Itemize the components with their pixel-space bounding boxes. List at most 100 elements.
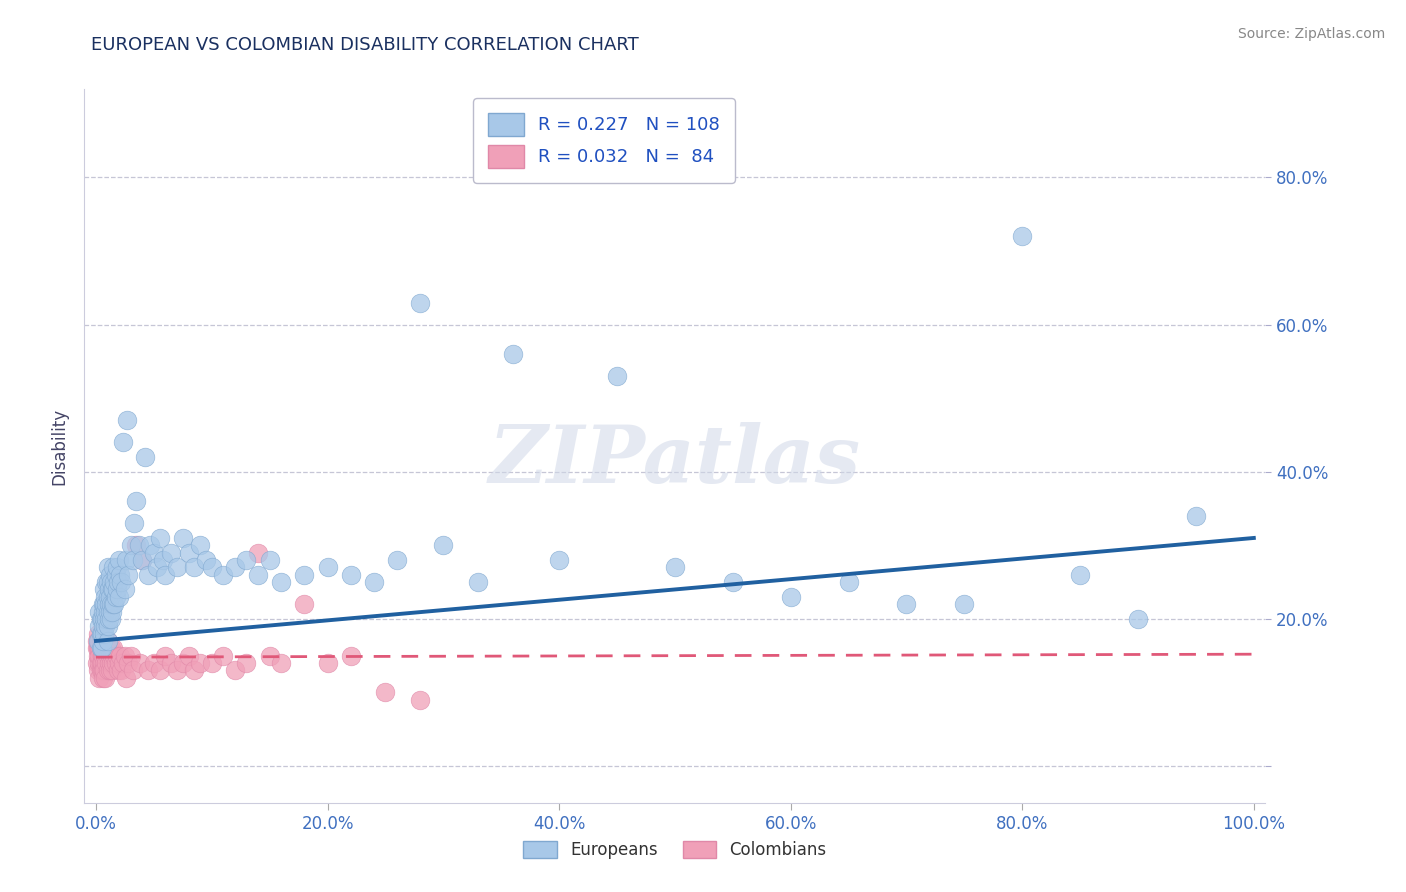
Point (259, 648, 281, 663)
Point (172, 531, 194, 545)
Point (89, 605, 111, 619)
Point (259, 553, 281, 567)
Point (94, 619, 117, 633)
Point (93, 626, 115, 640)
Point (606, 369, 628, 384)
Point (502, 347, 524, 361)
Point (1126, 612, 1149, 626)
Point (87, 664, 110, 678)
Point (90, 656, 112, 670)
Point (91, 648, 114, 663)
Text: EUROPEAN VS COLOMBIAN DISABILITY CORRELATION CHART: EUROPEAN VS COLOMBIAN DISABILITY CORRELA… (91, 36, 640, 54)
Point (89, 656, 111, 670)
Point (896, 597, 918, 611)
Point (94, 634, 117, 648)
Point (105, 582, 128, 597)
Point (96, 575, 118, 590)
Point (115, 553, 138, 567)
Point (125, 538, 148, 552)
Point (96, 612, 118, 626)
Point (96, 648, 118, 663)
Point (548, 553, 571, 567)
Point (104, 656, 127, 670)
Point (142, 656, 165, 670)
Point (90, 626, 112, 640)
Point (247, 567, 270, 582)
Point (103, 575, 125, 590)
Point (96, 641, 118, 656)
Point (90, 612, 112, 626)
Point (96, 575, 118, 590)
Point (114, 582, 136, 597)
Point (93, 664, 115, 678)
Point (134, 450, 156, 464)
Point (224, 664, 246, 678)
Point (108, 590, 131, 604)
Point (103, 560, 125, 574)
Point (103, 582, 125, 597)
Point (103, 648, 125, 663)
Point (136, 664, 159, 678)
Point (432, 538, 454, 552)
Point (160, 656, 183, 670)
Point (96, 605, 118, 619)
Point (90, 641, 112, 656)
Point (91, 671, 114, 685)
Point (98, 590, 121, 604)
Point (467, 575, 489, 590)
Point (125, 494, 148, 508)
Point (93, 597, 115, 611)
Point (89, 641, 111, 656)
Point (98, 605, 121, 619)
Point (90, 656, 112, 670)
Point (122, 516, 145, 531)
Point (146, 560, 169, 574)
Point (90, 641, 112, 656)
Point (105, 560, 128, 574)
Point (91, 605, 114, 619)
Point (97, 656, 120, 670)
Point (94, 671, 117, 685)
Point (270, 575, 292, 590)
Point (339, 567, 361, 582)
Point (120, 648, 142, 663)
Point (117, 567, 139, 582)
Point (110, 648, 132, 663)
Point (96, 590, 118, 604)
Point (194, 553, 217, 567)
Point (131, 553, 153, 567)
Point (97, 641, 120, 656)
Point (110, 664, 132, 678)
Point (235, 553, 257, 567)
Point (155, 567, 177, 582)
Point (96, 656, 118, 670)
Point (86, 634, 108, 648)
Point (90, 648, 112, 663)
Point (103, 656, 125, 670)
Legend: Europeans, Colombians: Europeans, Colombians (516, 834, 834, 866)
Point (108, 553, 131, 567)
Point (97, 597, 120, 611)
Point (89, 634, 111, 648)
Point (779, 590, 801, 604)
Point (160, 546, 183, 560)
Point (339, 648, 361, 663)
Point (98, 648, 121, 663)
Point (100, 656, 122, 670)
Point (87, 634, 110, 648)
Point (374, 685, 396, 699)
Point (101, 605, 124, 619)
Point (87, 626, 110, 640)
Point (93, 582, 115, 597)
Point (212, 648, 235, 663)
Point (122, 553, 145, 567)
Point (270, 656, 292, 670)
Point (114, 648, 136, 663)
Point (201, 560, 224, 574)
Point (98, 664, 121, 678)
Point (117, 656, 139, 670)
Point (111, 435, 134, 450)
Point (90, 641, 112, 656)
Point (183, 560, 205, 574)
Text: Source: ZipAtlas.com: Source: ZipAtlas.com (1237, 27, 1385, 41)
